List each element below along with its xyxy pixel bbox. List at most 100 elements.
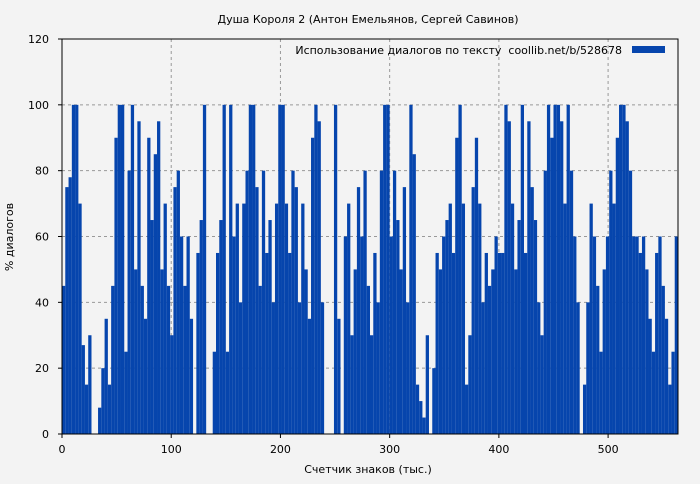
bar — [383, 104, 387, 434]
bars — [62, 104, 678, 435]
bar — [615, 137, 620, 434]
bar — [278, 104, 282, 434]
x-tick-label: 0 — [59, 443, 66, 456]
bar — [127, 170, 131, 434]
y-tick-label: 20 — [35, 362, 49, 375]
bar — [255, 187, 259, 434]
bar — [199, 220, 203, 434]
bar — [406, 302, 410, 434]
bar — [461, 203, 466, 434]
bar — [379, 170, 384, 434]
bar — [540, 335, 544, 434]
bar — [157, 121, 161, 435]
bar — [501, 252, 505, 434]
bar — [222, 104, 226, 434]
bar — [71, 104, 76, 434]
bar — [176, 170, 180, 434]
bar — [84, 384, 89, 434]
bar — [216, 252, 220, 434]
bar — [274, 203, 279, 434]
bar — [622, 104, 626, 434]
legend-label: Использование диалогов по тексту coollib… — [295, 44, 622, 57]
bar — [396, 220, 400, 434]
bar — [524, 252, 528, 434]
bar — [658, 236, 662, 434]
bar — [478, 203, 482, 434]
bar — [569, 170, 574, 434]
bar — [373, 252, 377, 434]
bar — [219, 220, 223, 434]
y-tick-label: 120 — [28, 33, 49, 46]
bar — [471, 187, 475, 434]
bar — [350, 335, 354, 434]
bar — [337, 318, 341, 434]
bar — [179, 236, 184, 434]
bar — [402, 187, 407, 434]
bar — [671, 351, 675, 434]
bar — [533, 220, 538, 434]
bar — [648, 318, 652, 434]
bar — [445, 220, 449, 434]
bar — [301, 203, 305, 434]
bar — [422, 417, 426, 434]
bar — [412, 154, 416, 435]
bar — [114, 137, 118, 434]
bar — [458, 104, 462, 434]
bar — [668, 384, 672, 434]
bar — [599, 351, 603, 434]
bar — [88, 335, 92, 434]
bar — [556, 104, 561, 434]
bar — [563, 203, 567, 434]
bar — [530, 187, 534, 434]
x-tick-label: 100 — [161, 443, 182, 456]
bar — [78, 203, 82, 434]
bar — [229, 104, 233, 434]
bar — [425, 335, 429, 434]
bar — [527, 121, 531, 435]
bar — [261, 170, 266, 434]
y-tick-label: 100 — [28, 99, 49, 112]
x-tick-label: 300 — [379, 443, 400, 456]
bar — [281, 104, 285, 434]
bar — [235, 203, 239, 434]
bar — [392, 170, 397, 434]
bar — [491, 269, 495, 434]
x-tick-label: 500 — [598, 443, 619, 456]
bar — [284, 203, 289, 434]
bar — [271, 302, 275, 434]
bar — [232, 236, 236, 434]
bar — [183, 285, 187, 434]
bar — [625, 121, 629, 435]
bar — [514, 269, 518, 434]
bar — [376, 302, 380, 434]
bar — [438, 269, 443, 434]
bar — [320, 302, 325, 434]
bar — [641, 236, 646, 434]
bar — [612, 203, 616, 434]
bar — [589, 203, 593, 434]
bar — [291, 170, 295, 434]
bar — [356, 187, 361, 434]
chart-title: Душа Короля 2 (Антон Емельянов, Сергей С… — [217, 13, 518, 26]
bar — [166, 285, 171, 434]
bar — [586, 302, 590, 434]
y-tick-label: 0 — [42, 428, 49, 441]
bar — [202, 104, 207, 434]
bar — [576, 302, 580, 434]
bar — [504, 104, 508, 434]
bar — [101, 368, 105, 434]
bar — [497, 252, 502, 434]
bar — [602, 269, 606, 434]
bar — [173, 187, 177, 434]
bar — [124, 351, 128, 434]
bar — [258, 285, 262, 434]
bar — [140, 285, 144, 434]
bar — [638, 252, 642, 434]
bar — [120, 104, 125, 434]
bar — [65, 187, 69, 434]
bar — [399, 269, 403, 434]
bar — [537, 302, 541, 434]
bar — [592, 236, 597, 434]
